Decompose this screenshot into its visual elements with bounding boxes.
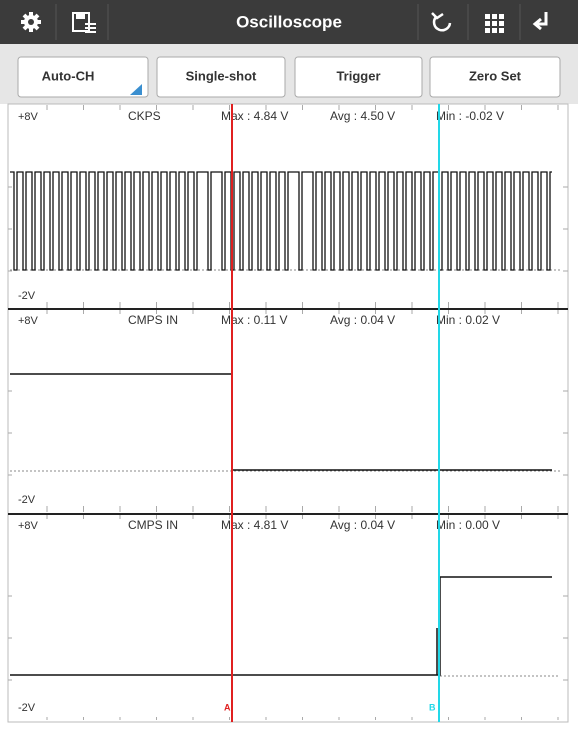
min-value: Min : 0.02 V	[436, 313, 500, 327]
toolbar-dividers	[55, 4, 521, 40]
max-value: Max : 0.11 V	[221, 313, 287, 327]
channel-panel: +8V CMPS IN Max : 4.81 V Avg : 0.04 V Min : …	[8, 513, 568, 720]
top-bar	[0, 0, 578, 44]
button-frame	[17, 56, 149, 98]
min-value: Min : -0.02 V	[436, 109, 504, 123]
button[interactable]: Zero Set	[429, 56, 561, 98]
channel-name: CMPS IN	[128, 313, 178, 327]
button-label: Auto-CH	[42, 68, 95, 83]
scale-bottom: -2V	[18, 494, 36, 506]
waveform	[10, 171, 560, 271]
button-label: Single-shot	[186, 68, 257, 83]
channel-name: CKPS	[128, 109, 161, 123]
button-frame	[156, 56, 286, 98]
button[interactable]: Auto-CH	[17, 56, 149, 98]
dropdown-indicator	[130, 84, 142, 95]
max-value: Max : 4.81 V	[221, 518, 288, 532]
grid-icon[interactable]	[485, 14, 504, 33]
button[interactable]: Single-shot	[156, 56, 286, 98]
button-frame	[429, 56, 561, 98]
min-value: Min : 0.00 V	[436, 518, 500, 532]
refresh-icon[interactable]	[431, 12, 452, 32]
channel-panel: +8V CKPS Max : 4.84 V Avg : 4.50 V Min : -0.…	[8, 105, 568, 308]
cursor-b-label: B	[429, 702, 436, 712]
avg-value: Avg : 4.50 V	[330, 109, 395, 123]
channel-panel: +8V CMPS IN Max : 0.11 V Avg : 0.04 V Min : …	[8, 308, 568, 512]
scale-top: +8V	[18, 315, 39, 327]
scale-bottom: -2V	[18, 290, 36, 302]
scale-bottom: -2V	[18, 702, 36, 714]
button-frame	[294, 56, 423, 98]
max-value: Max : 4.84 V	[221, 109, 288, 123]
scale-top: +8V	[18, 520, 39, 532]
back-icon[interactable]	[532, 12, 548, 31]
scale-top: +8V	[18, 111, 39, 123]
button-label: Zero Set	[469, 68, 522, 83]
app-title: Oscilloscope	[236, 12, 342, 31]
button[interactable]: Trigger	[294, 56, 423, 98]
save-icon[interactable]	[72, 12, 96, 33]
cursor-a-label: A	[224, 702, 231, 712]
channel-name: CMPS IN	[128, 518, 178, 532]
ckps-signal	[10, 171, 552, 271]
settings-icon[interactable]	[21, 12, 41, 32]
avg-value: Avg : 0.04 V	[330, 313, 395, 327]
avg-value: Avg : 0.04 V	[330, 518, 395, 532]
button-label: Trigger	[336, 68, 380, 83]
